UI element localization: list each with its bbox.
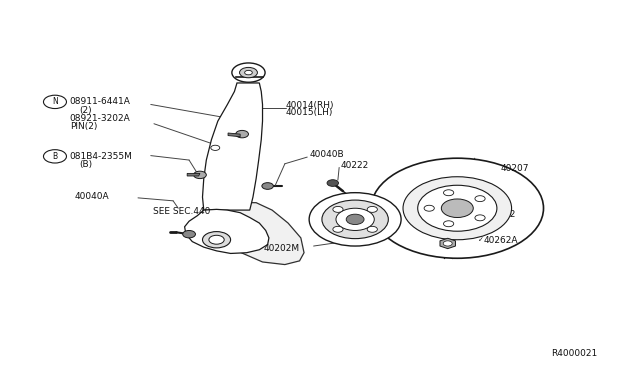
Polygon shape xyxy=(187,173,200,176)
Polygon shape xyxy=(440,238,456,248)
Text: SEE SEC.440: SEE SEC.440 xyxy=(153,207,210,216)
Text: 40040A: 40040A xyxy=(74,192,109,201)
Circle shape xyxy=(244,70,252,75)
Circle shape xyxy=(442,199,473,218)
Circle shape xyxy=(327,180,339,186)
Text: 40262: 40262 xyxy=(487,211,516,219)
Text: N: N xyxy=(52,97,58,106)
Text: 081B4-2355M: 081B4-2355M xyxy=(70,152,132,161)
Circle shape xyxy=(209,235,224,244)
Text: (B): (B) xyxy=(79,160,92,169)
Text: 40014(RH): 40014(RH) xyxy=(285,101,334,110)
Text: 40202M: 40202M xyxy=(264,244,300,253)
Circle shape xyxy=(211,145,220,150)
Text: 08911-6441A: 08911-6441A xyxy=(70,97,131,106)
Circle shape xyxy=(333,226,343,232)
Circle shape xyxy=(202,232,230,248)
Text: B: B xyxy=(52,152,58,161)
Polygon shape xyxy=(202,83,262,210)
Circle shape xyxy=(403,177,511,240)
Circle shape xyxy=(322,200,388,238)
Text: PIN(2): PIN(2) xyxy=(70,122,97,131)
Text: R4000021: R4000021 xyxy=(552,349,598,358)
Text: 40040B: 40040B xyxy=(309,150,344,159)
Circle shape xyxy=(444,221,454,227)
Text: 40015(LH): 40015(LH) xyxy=(285,109,333,118)
Circle shape xyxy=(346,214,364,225)
Polygon shape xyxy=(184,209,269,253)
Text: 40262A: 40262A xyxy=(483,236,518,245)
Circle shape xyxy=(424,205,435,211)
Text: 08921-3202A: 08921-3202A xyxy=(70,114,131,123)
Circle shape xyxy=(475,215,485,221)
Text: 40222: 40222 xyxy=(340,161,369,170)
Circle shape xyxy=(444,190,454,196)
Circle shape xyxy=(182,231,195,238)
Circle shape xyxy=(444,241,452,246)
Text: ✓: ✓ xyxy=(478,237,484,243)
Text: (2): (2) xyxy=(79,106,92,115)
Circle shape xyxy=(193,171,206,179)
Circle shape xyxy=(333,206,343,212)
Circle shape xyxy=(262,183,273,189)
Circle shape xyxy=(367,226,378,232)
Circle shape xyxy=(371,158,543,258)
Circle shape xyxy=(336,208,374,231)
Circle shape xyxy=(475,196,485,202)
Circle shape xyxy=(309,193,401,246)
Circle shape xyxy=(232,63,265,82)
Polygon shape xyxy=(228,133,240,137)
Circle shape xyxy=(236,131,248,138)
Text: 40207: 40207 xyxy=(500,164,529,173)
Circle shape xyxy=(418,185,497,231)
Circle shape xyxy=(367,206,378,212)
Polygon shape xyxy=(216,203,304,264)
Circle shape xyxy=(239,67,257,78)
